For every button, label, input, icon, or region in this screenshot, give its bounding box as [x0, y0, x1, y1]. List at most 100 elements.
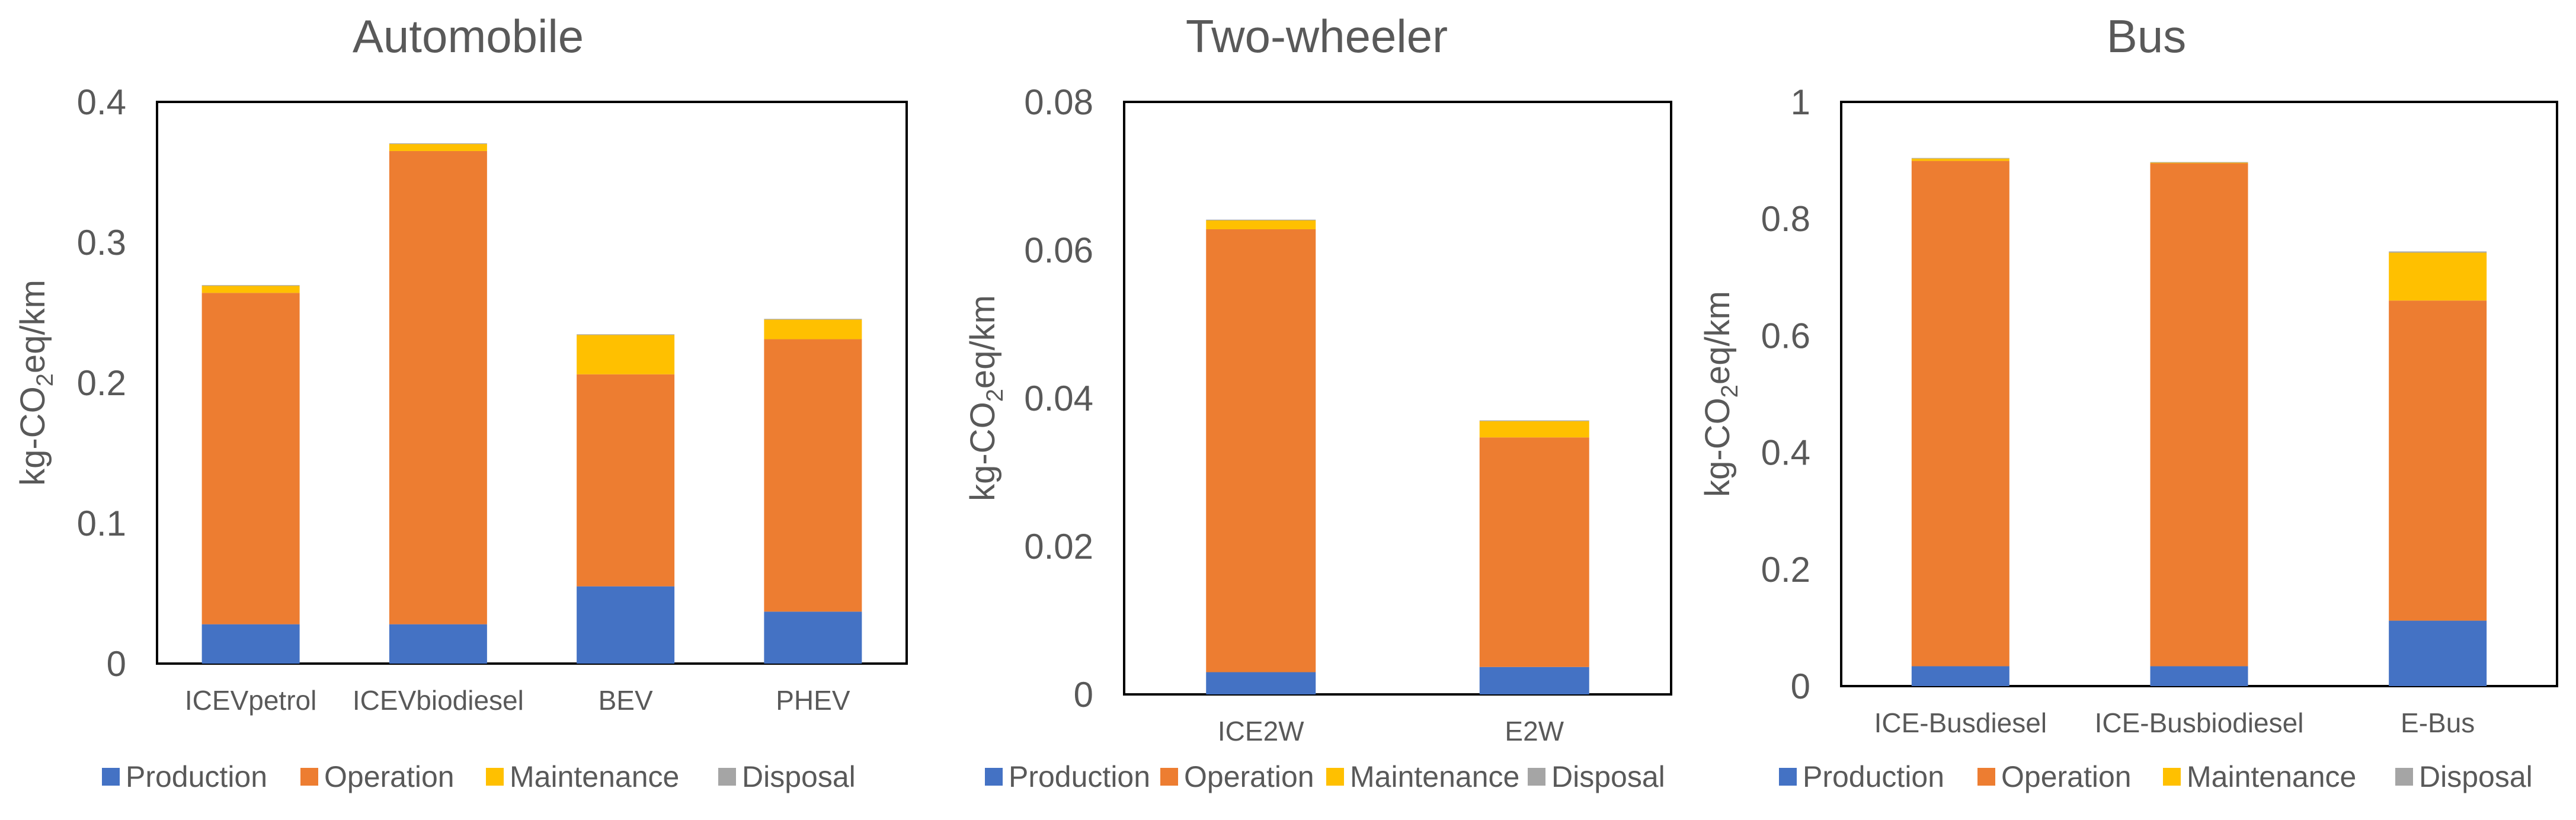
y-axis-label: kg-CO2eq/km [1698, 291, 1743, 497]
y-tick-label: 1 [1791, 82, 1810, 122]
legend-swatch-disposal [2395, 768, 2413, 786]
bar-segment-maintenance [201, 286, 300, 293]
bar-segment-disposal [389, 143, 487, 145]
bar-segment-production [1911, 666, 2009, 686]
x-tick-label: ICEVbiodiesel [353, 685, 524, 716]
y-axis-label-sub: 2 [32, 373, 58, 386]
bar-segment-production [1479, 667, 1589, 694]
bar-segment-disposal [201, 285, 300, 286]
legend-label: Production [1803, 760, 1944, 793]
legend-swatch-operation [1977, 768, 1995, 786]
y-axis-label-rest: eq/km [964, 295, 1002, 389]
legend-swatch-production [102, 768, 120, 786]
y-tick-label: 0.2 [1761, 550, 1810, 590]
y-tick-label: 0 [107, 644, 126, 684]
y-axis-label-base: kg-CO [1698, 398, 1737, 497]
x-tick-label: BEV [599, 685, 653, 716]
bar-segment-operation [1911, 161, 2009, 667]
legend-label: Disposal [2419, 760, 2533, 793]
legend-label: Production [1009, 760, 1150, 793]
bar-segment-maintenance [1479, 421, 1589, 438]
bar-segment-maintenance [764, 319, 862, 339]
y-tick-label: 0.6 [1761, 316, 1810, 355]
legend-swatch-production [1779, 768, 1797, 786]
legend-label: Maintenance [510, 760, 679, 793]
y-axis-label-base: kg-CO [14, 386, 52, 486]
x-tick-label: E2W [1505, 716, 1564, 747]
legend-label: Maintenance [2187, 760, 2356, 793]
y-tick-label: 0.1 [77, 504, 126, 543]
bar-segment-operation [577, 374, 675, 587]
y-axis-label-base: kg-CO [964, 402, 1002, 501]
bar-segment-maintenance [2150, 162, 2248, 164]
bar-segment-disposal [1911, 158, 2009, 159]
legend-label: Operation [1184, 760, 1314, 793]
bar-segment-operation [389, 150, 487, 624]
x-tick-label: E-Bus [2401, 707, 2475, 738]
y-tick-label: 0.3 [77, 223, 126, 262]
bar-segment-operation [2150, 163, 2248, 667]
legend-swatch-disposal [718, 768, 736, 786]
bar-segment-production [201, 624, 300, 664]
y-axis-label-rest: eq/km [1698, 291, 1737, 385]
bar-segment-maintenance [2389, 252, 2487, 301]
legend-swatch-maintenance [1326, 768, 1344, 786]
bar-segment-production [2389, 620, 2487, 686]
legend-swatch-disposal [1528, 768, 1545, 786]
y-tick-label: 0 [1791, 667, 1810, 706]
y-tick-label: 0.8 [1761, 199, 1810, 239]
bar-segment-operation [2389, 300, 2487, 621]
legend-swatch-operation [1160, 768, 1178, 786]
y-axis-label-sub: 2 [982, 389, 1008, 402]
plot-area [1123, 101, 1672, 696]
legend-label: Disposal [742, 760, 856, 793]
x-tick-label: ICE-Busdiesel [1874, 707, 2047, 738]
plot-area [156, 101, 908, 665]
chart-title: Two-wheeler [1186, 10, 1448, 62]
y-tick-label: 0 [1074, 675, 1093, 715]
y-axis-label: kg-CO2eq/km [14, 280, 58, 486]
bar-segment-maintenance [1206, 220, 1316, 229]
chart-title: Bus [2107, 10, 2186, 62]
chart-title: Automobile [353, 10, 584, 62]
chart-panel-0: Automobile 0 0.1 0.2 0.3 0.4 kg-CO2eq/km ICEVpe… [14, 10, 908, 793]
x-tick-label: PHEV [776, 685, 850, 716]
legend-swatch-operation [300, 768, 318, 786]
bar-segment-production [764, 611, 862, 664]
y-axis-label-rest: eq/km [14, 280, 52, 373]
bar-segment-disposal [577, 334, 675, 335]
bar-segment-operation [764, 339, 862, 612]
bar-segment-production [389, 624, 487, 664]
y-tick-label: 0.4 [1761, 433, 1810, 473]
chart-panel-2: Bus 0 0.2 0.4 0.6 0.8 1 kg-CO2eq/km ICE-Busdiese… [1698, 10, 2558, 793]
legend-label: Operation [2001, 760, 2132, 793]
bar-segment-operation [1206, 229, 1316, 672]
x-tick-label: ICEVpetrol [185, 685, 316, 716]
y-tick-label: 0.02 [1024, 527, 1093, 566]
y-axis-label-sub: 2 [1717, 385, 1743, 398]
legend-label: Operation [324, 760, 455, 793]
legend-label: Production [126, 760, 267, 793]
bar-segment-disposal [2389, 251, 2487, 253]
bar-segment-maintenance [1911, 158, 2009, 161]
bar-segment-maintenance [389, 144, 487, 151]
bar-segment-production [2150, 666, 2248, 686]
y-tick-label: 0.08 [1024, 82, 1093, 122]
chart-panel-1: Two-wheeler 0 0.02 0.04 0.06 0.08 kg-CO2eq/km I… [964, 10, 1672, 793]
legend-swatch-maintenance [2163, 768, 2181, 786]
y-tick-label: 0.04 [1024, 379, 1093, 418]
legend-swatch-production [985, 768, 1003, 786]
y-tick-label: 0.06 [1024, 230, 1093, 270]
bar-segment-operation [1479, 437, 1589, 667]
bar-segment-operation [201, 293, 300, 624]
legend-swatch-maintenance [486, 768, 504, 786]
y-tick-label: 0.2 [77, 363, 126, 403]
bar-segment-maintenance [577, 335, 675, 374]
y-tick-label: 0.4 [77, 82, 126, 122]
bar-segment-production [577, 586, 675, 664]
legend-label: Disposal [1551, 760, 1665, 793]
x-tick-label: ICE2W [1218, 716, 1304, 747]
y-axis-label: kg-CO2eq/km [964, 295, 1008, 501]
bar-segment-production [1206, 672, 1316, 694]
